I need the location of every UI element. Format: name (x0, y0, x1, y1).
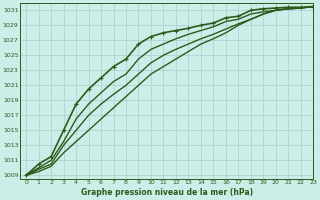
X-axis label: Graphe pression niveau de la mer (hPa): Graphe pression niveau de la mer (hPa) (81, 188, 252, 197)
